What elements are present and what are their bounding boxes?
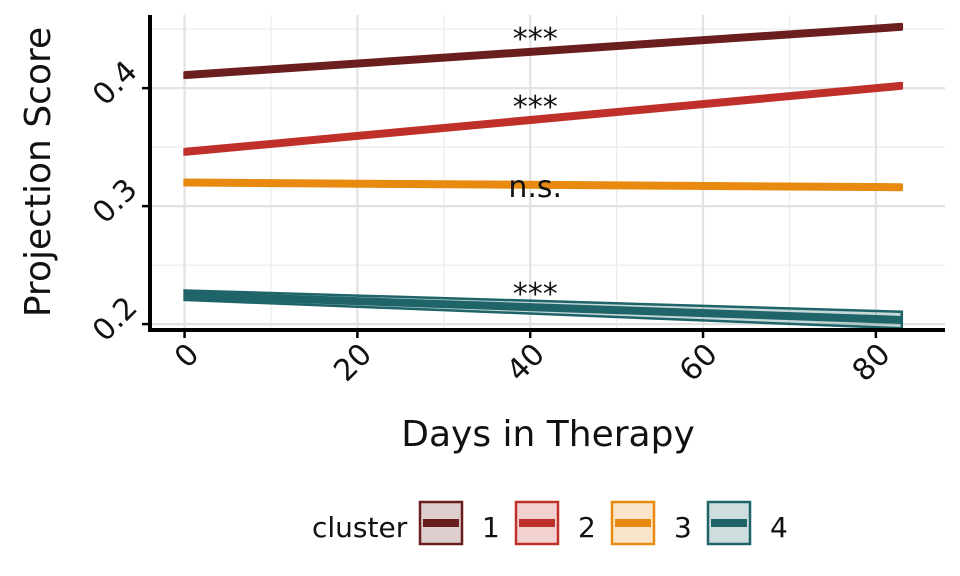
significance-label-1: *** <box>513 22 558 57</box>
legend-title: cluster <box>312 511 408 544</box>
x-axis-title: Days in Therapy <box>401 414 695 455</box>
legend-item-4: 4 <box>706 500 788 546</box>
significance-label-3: n.s. <box>508 170 562 205</box>
series-1 <box>183 22 904 80</box>
trend-line <box>184 81 903 156</box>
trend-line <box>184 291 902 324</box>
series-3 <box>183 178 904 192</box>
legend-label-4: 4 <box>770 511 788 544</box>
trend-line <box>184 22 903 80</box>
x-tick-label: 80 <box>846 337 898 389</box>
x-tick-label: 20 <box>327 337 379 389</box>
y-axis-title: Projection Score <box>18 27 59 317</box>
legend: cluster 1 2 3 4 <box>312 500 788 546</box>
y-tick-label: 0.2 <box>86 290 144 348</box>
legend-item-1: 1 <box>418 500 500 546</box>
legend-label-2: 2 <box>578 511 596 544</box>
legend-item-3: 3 <box>610 500 692 546</box>
legend-label-3: 3 <box>674 511 692 544</box>
trend-line <box>184 178 902 192</box>
y-tick-label: 0.4 <box>86 54 144 112</box>
x-tick-label: 40 <box>500 337 552 389</box>
y-tick-label: 0.3 <box>86 172 144 230</box>
axes <box>142 15 945 338</box>
significance-annotations: *** *** n.s. *** <box>508 22 562 312</box>
x-tick-label: 60 <box>673 337 725 389</box>
significance-label-2: *** <box>513 90 558 125</box>
legend-item-2: 2 <box>514 500 596 546</box>
legend-label-1: 1 <box>482 511 500 544</box>
significance-label-4: *** <box>513 277 558 312</box>
series-lines <box>183 22 904 330</box>
x-tick-label: 0 <box>168 337 206 375</box>
series-2 <box>183 81 904 156</box>
